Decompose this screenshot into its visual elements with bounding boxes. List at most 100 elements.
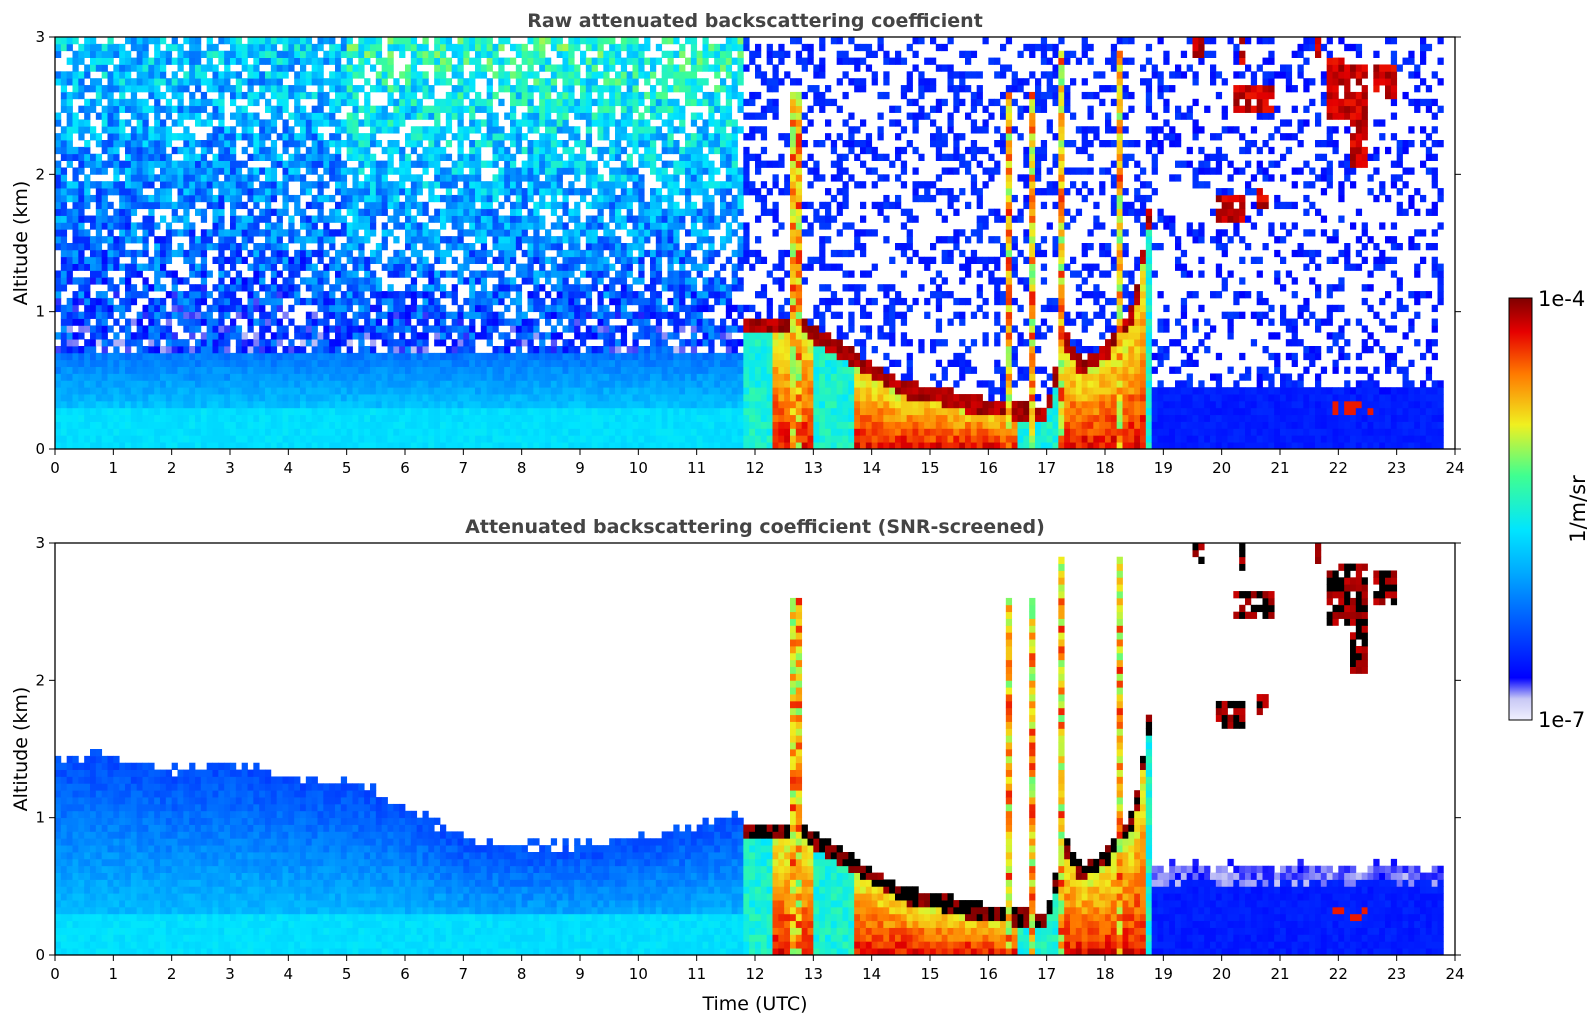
heatmap-cell — [539, 249, 546, 258]
heatmap-cell — [230, 37, 237, 45]
heatmap-cell — [475, 435, 482, 443]
heatmap-cell — [317, 352, 324, 361]
heatmap-cell — [294, 291, 301, 299]
heatmap-cell — [609, 366, 616, 374]
heatmap-cell — [335, 277, 342, 285]
heatmap-cell — [136, 153, 143, 161]
heatmap-cell — [294, 407, 301, 416]
heatmap-cell — [451, 407, 458, 416]
heatmap-cell — [183, 71, 190, 79]
heatmap-cell — [580, 400, 587, 409]
heatmap-cell — [130, 112, 138, 120]
heatmap-cell — [370, 112, 377, 120]
heatmap-cell — [550, 421, 558, 429]
heatmap-cell — [486, 188, 493, 196]
heatmap-cell — [259, 352, 266, 361]
heatmap-cell — [288, 140, 295, 148]
heatmap-cell — [440, 304, 447, 313]
heatmap-cell — [224, 332, 231, 340]
heatmap-cell — [113, 64, 120, 72]
heatmap-cell — [200, 359, 208, 367]
heatmap-cell — [119, 140, 126, 148]
heatmap-cell — [515, 339, 523, 347]
heatmap-cell — [90, 297, 97, 306]
heatmap-cell — [358, 243, 365, 251]
heatmap-cell — [498, 442, 505, 449]
heatmap-cell — [521, 215, 528, 223]
heatmap-cell — [171, 270, 178, 278]
heatmap-cell — [434, 43, 441, 52]
heatmap-cell — [550, 146, 558, 155]
heatmap-cell — [352, 387, 359, 395]
heatmap-cell — [422, 37, 429, 45]
heatmap-cell — [311, 215, 318, 223]
heatmap-cell — [521, 325, 528, 333]
heatmap-cell — [375, 194, 383, 203]
heatmap-cell — [620, 105, 628, 113]
heatmap-cell — [265, 373, 272, 381]
heatmap-cell — [580, 284, 587, 292]
heatmap-cell — [148, 78, 155, 86]
heatmap-cell — [288, 153, 295, 161]
heatmap-cell — [364, 304, 371, 313]
heatmap-cell — [60, 284, 68, 292]
heatmap-cell — [381, 112, 388, 120]
heatmap-cell — [609, 291, 616, 299]
heatmap-cell — [265, 181, 272, 189]
heatmap-cell — [142, 263, 149, 271]
heatmap-cell — [282, 414, 289, 422]
heatmap-cell — [177, 167, 184, 175]
heatmap-cell — [218, 270, 225, 278]
heatmap-cell — [317, 270, 324, 278]
heatmap-cell — [84, 359, 91, 367]
heatmap-cell — [165, 188, 173, 196]
heatmap-cell — [527, 421, 534, 429]
heatmap-cell — [632, 91, 639, 100]
heatmap-cell — [218, 215, 225, 223]
heatmap-cell — [101, 414, 108, 422]
heatmap-cell — [136, 421, 143, 429]
heatmap-cell — [305, 435, 313, 443]
heatmap-cell — [119, 414, 126, 422]
heatmap-cell — [160, 400, 167, 409]
heatmap-cell — [585, 380, 593, 388]
heatmap-cell — [440, 284, 447, 292]
heatmap-cell — [381, 263, 388, 271]
heatmap-cell — [644, 160, 651, 168]
heatmap-cell — [387, 98, 394, 107]
heatmap-cell — [230, 43, 237, 52]
heatmap-cell — [352, 291, 359, 299]
heatmap-cell — [451, 346, 458, 354]
heatmap-cell — [230, 407, 237, 416]
heatmap-cell — [218, 277, 225, 285]
heatmap-cell — [632, 277, 639, 285]
heatmap-cell — [510, 119, 517, 127]
heatmap-cell — [107, 57, 114, 65]
heatmap-cell — [206, 236, 213, 244]
heatmap-cell — [638, 428, 645, 436]
heatmap-cell — [340, 394, 348, 402]
heatmap-cell — [597, 98, 604, 107]
heatmap-cell — [142, 201, 149, 210]
heatmap-cell — [212, 380, 219, 388]
heatmap-cell — [609, 311, 616, 319]
heatmap-cell — [492, 112, 499, 120]
heatmap-cell — [492, 160, 499, 168]
heatmap-cell — [352, 421, 359, 429]
heatmap-cell — [457, 57, 464, 65]
heatmap-cell — [463, 243, 470, 251]
heatmap-cell — [475, 249, 482, 258]
heatmap-cell — [125, 64, 132, 72]
heatmap-cell — [259, 387, 266, 395]
heatmap-cell — [119, 91, 126, 100]
heatmap-cell — [556, 366, 563, 374]
heatmap-cell — [90, 304, 97, 313]
heatmap-cell — [154, 140, 161, 148]
heatmap-cell — [457, 359, 464, 367]
heatmap-cell — [422, 85, 429, 93]
heatmap-cell — [498, 98, 505, 107]
heatmap-cell — [340, 373, 348, 381]
heatmap-cell — [644, 400, 651, 409]
heatmap-cell — [626, 263, 633, 271]
heatmap-cell — [539, 112, 546, 120]
